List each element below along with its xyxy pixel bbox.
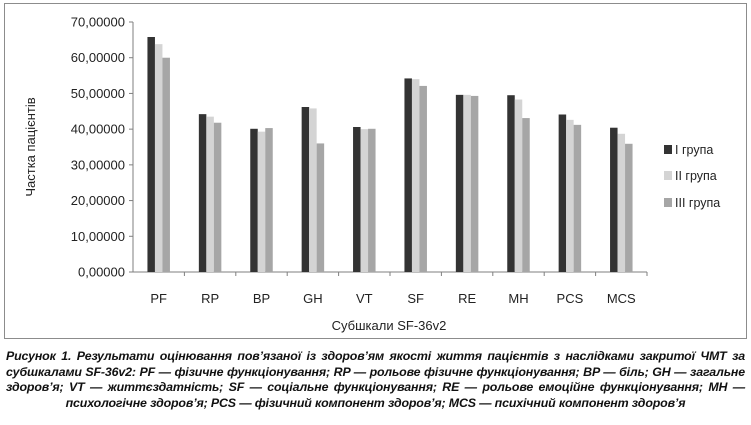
y-tick-label: 0,00000	[78, 265, 125, 280]
bar-pcs-series-1	[558, 114, 567, 272]
y-axis-title: Частка пацієнтів	[23, 97, 38, 196]
bar-pcs-series-2	[566, 119, 574, 272]
x-tick-label: GH	[303, 291, 323, 306]
y-tick-label: 40,00000	[71, 122, 125, 137]
y-tick-label: 60,00000	[71, 50, 125, 65]
x-axis-title: Субшкали SF-36v2	[332, 318, 447, 333]
bar-re-series-1	[455, 94, 464, 272]
x-tick-label: VT	[356, 291, 373, 306]
bar-pf-series-2	[154, 44, 163, 273]
bar-pcs-series-3	[573, 124, 582, 272]
x-tick-label: RE	[458, 291, 476, 306]
legend-label-series-3: III група	[675, 196, 720, 210]
x-tick-label: MH	[508, 291, 528, 306]
y-tick-label: 50,00000	[71, 86, 125, 101]
bar-gh-series-2	[309, 108, 317, 272]
bar-rp-series-3	[213, 122, 222, 272]
x-tick-label: SF	[407, 291, 424, 306]
x-tick-label: PCS	[557, 291, 584, 306]
bar-mh-series-2	[514, 99, 523, 272]
bar-rp-series-2	[206, 116, 214, 273]
x-tick-label: BP	[253, 291, 270, 306]
x-tick-label: RP	[201, 291, 219, 306]
bar-mcs-series-1	[610, 127, 618, 272]
bar-bp-series-2	[257, 131, 266, 272]
y-tick-label: 10,00000	[71, 229, 125, 244]
figure-caption: Рисунок 1. Результати оцінювання пов’яза…	[6, 349, 745, 410]
legend-label-series-2: II група	[675, 169, 717, 183]
bar-gh-series-1	[301, 107, 310, 272]
bar-pf-series-3	[162, 57, 170, 272]
bar-vt-series-1	[353, 127, 361, 272]
bar-re-series-3	[470, 95, 479, 272]
x-tick-label: PF	[150, 291, 167, 306]
bar-bp-series-3	[265, 128, 273, 272]
y-tick-label: 20,00000	[71, 193, 125, 208]
bar-mcs-series-2	[617, 133, 626, 272]
bar-bp-series-1	[250, 128, 258, 272]
bar-rp-series-1	[198, 114, 207, 273]
bar-vt-series-2	[360, 129, 369, 272]
legend-swatch-series-3	[664, 198, 672, 207]
chart-frame: 0,00000 10,00000 20,00000 30,00000 40,00000 5…	[4, 3, 747, 339]
bar-re-series-2	[463, 94, 471, 272]
bar-vt-series-3	[368, 128, 376, 272]
x-tick-label: MCS	[607, 291, 636, 306]
legend-swatch-series-1	[664, 145, 672, 154]
bar-sf-series-2	[411, 79, 420, 273]
bar-pf-series-1	[147, 37, 155, 272]
legend-label-series-1: I група	[675, 143, 713, 157]
y-tick-label: 30,00000	[71, 157, 125, 172]
bar-sf-series-3	[419, 85, 427, 272]
bar-mh-series-1	[507, 95, 515, 272]
legend-swatch-series-2	[664, 171, 672, 180]
bar-sf-series-1	[404, 78, 412, 272]
bar-mcs-series-3	[625, 143, 633, 272]
bar-chart: 0,00000 10,00000 20,00000 30,00000 40,00000 5…	[23, 15, 720, 334]
bar-gh-series-3	[316, 143, 325, 272]
bar-mh-series-3	[522, 118, 530, 272]
y-tick-label: 70,00000	[71, 15, 125, 30]
